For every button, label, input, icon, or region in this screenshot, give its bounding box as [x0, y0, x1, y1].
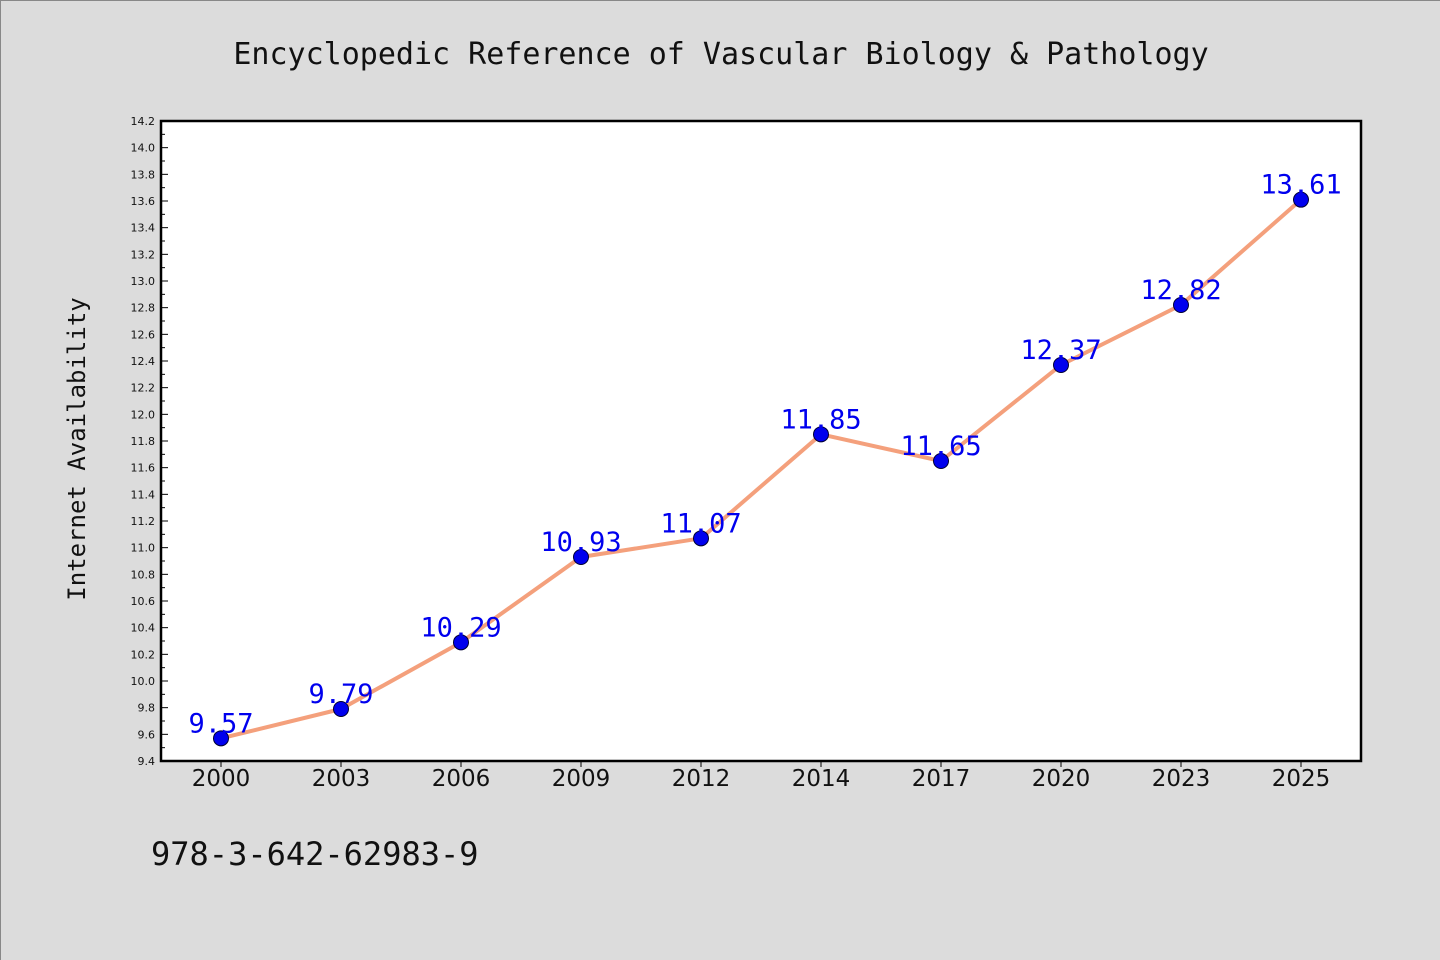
y-axis: 9.4 9.6 9.8 10.0 10.2 10.4 10.6 10.8 11.0 11.2 11.… [131, 115, 168, 768]
y-tick-label: 12.4 [131, 355, 156, 368]
data-label: 11.65 [900, 431, 981, 462]
data-label: 13.61 [1260, 170, 1341, 201]
series-line [219, 197, 1303, 741]
series-layer: 9.57 9.79 10.29 10.93 11.07 11.85 11.65 12.37 12… [188, 170, 1342, 747]
y-tick-label: 12.6 [131, 328, 156, 341]
data-point [573, 549, 589, 565]
y-tick-label: 11.2 [131, 515, 156, 528]
data-label: 11.85 [780, 404, 861, 435]
y-tick-label: 13.4 [131, 222, 156, 235]
chart-title: Encyclopedic Reference of Vascular Biolo… [233, 37, 1208, 72]
data-label: 11.07 [660, 508, 741, 539]
data-point [813, 426, 829, 443]
data-label: 9.79 [308, 679, 373, 710]
y-tick-label: 12.2 [131, 382, 156, 395]
x-tick-label: 2003 [312, 766, 371, 792]
y-tick-label: 13.0 [131, 275, 156, 288]
y-tick-label: 10.4 [131, 622, 156, 635]
x-tick-label: 2025 [1272, 766, 1331, 792]
y-tick-label: 11.6 [131, 462, 156, 475]
x-tick-label: 2017 [912, 766, 971, 792]
x-tick-label: 2000 [192, 766, 251, 792]
y-axis-label: Internet Availability [63, 297, 91, 600]
x-tick-label: 2012 [672, 766, 731, 792]
data-label: 10.29 [420, 612, 501, 643]
y-tick-label: 11.4 [131, 488, 156, 501]
data-point [333, 701, 349, 717]
y-tick-label: 13.2 [131, 248, 156, 261]
x-axis: 2000 2003 2006 2009 2012 2014 2017 2020 2023 2025 [192, 761, 1331, 792]
x-tick-label: 2006 [432, 766, 491, 792]
data-point [1173, 297, 1189, 313]
y-tick-label: 9.4 [138, 755, 156, 768]
y-tick-label: 14.0 [131, 142, 156, 155]
data-point [213, 730, 229, 747]
x-tick-label: 2014 [792, 766, 851, 792]
x-tick-label: 2009 [552, 766, 611, 792]
data-point [1053, 357, 1069, 373]
y-tick-label: 9.8 [138, 702, 156, 715]
x-tick-label: 2023 [1152, 766, 1211, 792]
y-tick-label: 10.2 [131, 648, 156, 661]
y-tick-label: 12.8 [131, 302, 156, 315]
y-tick-label: 10.6 [131, 595, 156, 608]
y-tick-label: 9.6 [138, 728, 156, 741]
x-tick-label: 2020 [1032, 766, 1091, 792]
y-tick-label: 12.0 [131, 408, 156, 421]
y-tick-label: 11.8 [131, 435, 156, 448]
data-label: 10.93 [540, 527, 621, 558]
data-label: 9.57 [188, 708, 253, 739]
data-point [1293, 191, 1309, 208]
y-tick-label: 11.0 [131, 542, 156, 555]
y-tick-label: 13.6 [131, 195, 156, 208]
y-tick-label: 10.0 [131, 675, 156, 688]
data-point [693, 530, 709, 547]
y-tick-label: 10.8 [131, 568, 156, 581]
plot-area [161, 121, 1361, 761]
data-label: 12.82 [1140, 275, 1221, 306]
y-tick-label: 13.8 [131, 168, 156, 181]
data-point [453, 634, 469, 651]
footer-isbn: 978-3-642-62983-9 [151, 835, 479, 873]
y-tick-label: 14.2 [131, 115, 156, 128]
data-label: 12.37 [1020, 335, 1101, 366]
data-point [933, 453, 949, 469]
plot-frame [159, 119, 1363, 763]
